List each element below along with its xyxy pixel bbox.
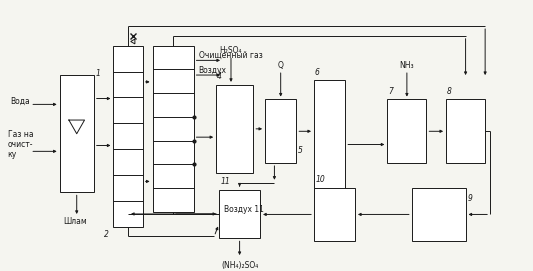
Bar — [412, 188, 466, 241]
Bar — [446, 99, 485, 163]
Bar — [265, 99, 296, 163]
Bar — [219, 189, 260, 238]
Text: 5: 5 — [298, 146, 303, 155]
Bar — [387, 99, 426, 163]
Text: 10: 10 — [316, 175, 326, 184]
Text: 11: 11 — [221, 177, 231, 186]
Text: H₂SO₄: H₂SO₄ — [219, 46, 242, 55]
Text: Воздух 11: Воздух 11 — [224, 205, 264, 214]
Text: Воздух: Воздух — [198, 66, 227, 75]
Bar — [314, 80, 345, 197]
Text: ку: ку — [8, 150, 17, 159]
Text: 4: 4 — [217, 73, 222, 82]
Text: 9: 9 — [467, 194, 472, 203]
Text: очист-: очист- — [8, 140, 33, 149]
Text: 6: 6 — [315, 67, 320, 77]
Text: 2: 2 — [103, 230, 109, 239]
Text: 7: 7 — [389, 87, 393, 96]
Text: NH₃: NH₃ — [399, 61, 414, 70]
Bar — [216, 85, 253, 173]
Text: 1: 1 — [96, 69, 101, 78]
Bar — [314, 188, 355, 241]
Bar — [152, 46, 193, 212]
Text: (NH₄)₂SO₄: (NH₄)₂SO₄ — [221, 261, 258, 270]
Text: Q: Q — [278, 61, 284, 70]
Text: 8: 8 — [447, 87, 452, 96]
Text: Шлам: Шлам — [63, 217, 87, 226]
Text: Вода: Вода — [11, 97, 30, 106]
Bar — [114, 46, 143, 227]
Text: Очищенный газ: Очищенный газ — [198, 51, 262, 60]
Text: Газ на: Газ на — [8, 130, 34, 139]
Bar — [60, 75, 94, 192]
